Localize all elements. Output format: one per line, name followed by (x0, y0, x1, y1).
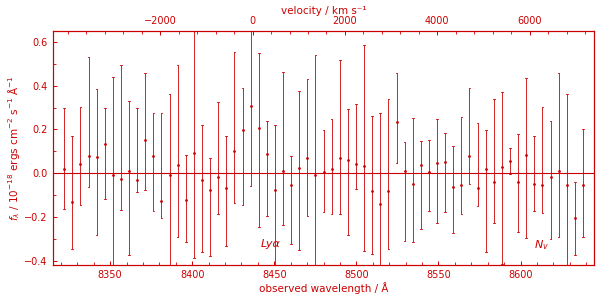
Text: Lyα: Lyα (261, 239, 281, 249)
X-axis label: observed wavelength / Å: observed wavelength / Å (259, 283, 388, 294)
Y-axis label: $f_\lambda$ / 10$^{-18}$ ergs cm$^{-2}$ s$^{-1}$ Å$^{-1}$: $f_\lambda$ / 10$^{-18}$ ergs cm$^{-2}$ … (5, 75, 22, 221)
Text: N$_v$: N$_v$ (535, 239, 550, 253)
X-axis label: velocity / km s⁻¹: velocity / km s⁻¹ (281, 6, 367, 16)
